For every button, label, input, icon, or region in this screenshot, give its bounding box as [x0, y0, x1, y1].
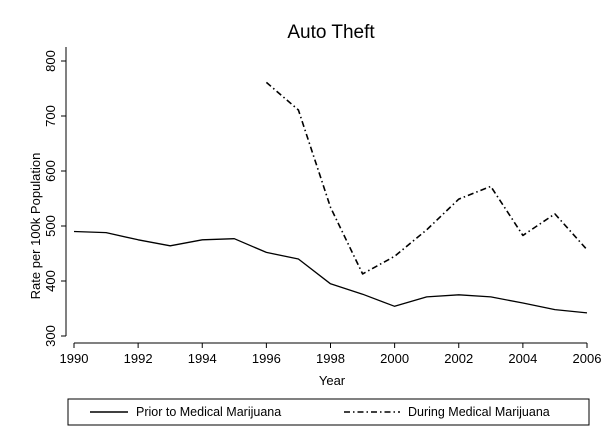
- y-tick-label: 700: [43, 105, 58, 127]
- y-tick-label: 400: [43, 270, 58, 292]
- x-tick-label: 1996: [252, 351, 281, 366]
- y-tick-label: 600: [43, 160, 58, 182]
- x-tick-label: 1990: [60, 351, 89, 366]
- y-tick-label: 300: [43, 325, 58, 347]
- x-axis-label: Year: [319, 373, 346, 388]
- axis-ticks: 300 400 500 600 700 800 1990 1992 1994 1996 1998 20…: [43, 50, 601, 366]
- x-tick-label: 2000: [380, 351, 409, 366]
- series-layer: [73, 81, 588, 314]
- y-tick-label: 500: [43, 215, 58, 237]
- x-tick-label: 2004: [508, 351, 537, 366]
- chart-title: Auto Theft: [287, 22, 375, 43]
- x-tick-label: 1992: [124, 351, 153, 366]
- legend-label: Prior to Medical Marijuana: [136, 405, 281, 419]
- x-tick-label: 2006: [573, 351, 602, 366]
- legend: Prior to Medical Marijuana During Medical…: [67, 398, 590, 426]
- legend-box: [67, 398, 590, 426]
- y-tick-label: 800: [43, 50, 58, 72]
- legend-label: During Medical Marijuana: [408, 405, 550, 419]
- x-tick-label: 1998: [316, 351, 345, 366]
- y-axis-label: Rate per 100k Population: [28, 153, 43, 300]
- series-line-during: [265, 81, 588, 275]
- x-tick-label: 2002: [444, 351, 473, 366]
- series-line-prior: [73, 230, 588, 314]
- x-tick-label: 1994: [188, 351, 217, 366]
